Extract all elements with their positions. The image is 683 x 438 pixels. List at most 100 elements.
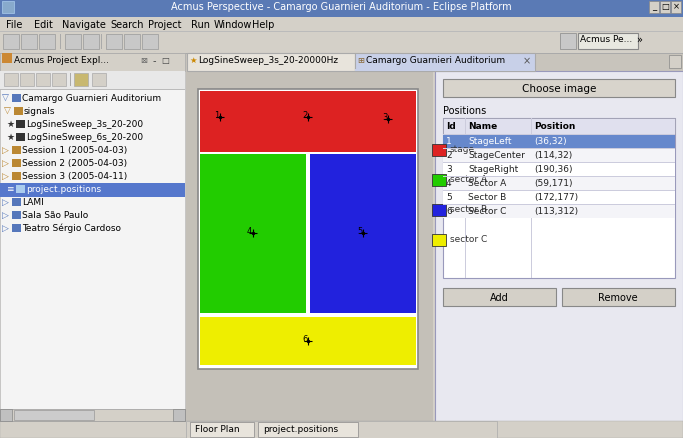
Bar	[578, 34, 638, 50]
Bar	[2, 2, 14, 14]
Bar	[0, 0, 683, 1]
Bar	[52, 74, 66, 87]
Bar	[443, 80, 675, 98]
Text: stage: stage	[450, 145, 475, 154]
Text: File: File	[6, 20, 23, 30]
Bar	[443, 177, 675, 191]
Bar	[0, 32, 683, 54]
Bar	[649, 2, 659, 14]
Bar	[16, 121, 25, 129]
Text: Session 2 (2005-04-03): Session 2 (2005-04-03)	[22, 159, 127, 168]
Bar	[355, 70, 535, 72]
Text: (172,177): (172,177)	[534, 193, 578, 201]
Bar	[198, 90, 418, 369]
Text: ≡: ≡	[6, 184, 14, 194]
Text: _: _	[652, 2, 656, 11]
Text: sector A: sector A	[450, 175, 487, 184]
Bar	[531, 119, 532, 279]
Text: »: »	[636, 35, 642, 45]
Text: project.positions: project.positions	[26, 184, 101, 194]
Text: 6: 6	[302, 334, 307, 343]
Text: LogSineSweep_6s_20-200: LogSineSweep_6s_20-200	[26, 133, 143, 141]
Text: Sector A: Sector A	[468, 179, 506, 187]
Text: (59,171): (59,171)	[534, 179, 572, 187]
Bar	[200, 155, 306, 313]
Bar	[310, 155, 416, 313]
Text: Project: Project	[148, 20, 182, 30]
Text: ▷: ▷	[2, 172, 9, 180]
Text: -: -	[153, 56, 156, 66]
Bar	[443, 191, 675, 205]
Bar	[186, 421, 497, 438]
Bar	[12, 198, 21, 207]
Bar	[12, 212, 21, 219]
Text: Sector C: Sector C	[468, 207, 506, 215]
Bar	[443, 135, 675, 148]
Bar	[142, 35, 158, 50]
Bar	[443, 205, 675, 219]
Text: ▷: ▷	[2, 211, 9, 219]
Text: 4: 4	[446, 179, 451, 187]
Bar	[432, 205, 446, 216]
Bar	[16, 186, 25, 194]
Text: 1: 1	[214, 111, 219, 120]
Text: 2: 2	[302, 111, 307, 120]
Bar	[432, 175, 446, 187]
Text: Id: Id	[446, 122, 456, 131]
Text: StageCenter: StageCenter	[468, 151, 525, 159]
Bar	[2, 54, 12, 64]
Text: Session 1 (2005-04-03): Session 1 (2005-04-03)	[22, 146, 127, 155]
Text: StageLeft: StageLeft	[468, 137, 512, 146]
Bar	[16, 134, 25, 141]
Bar	[0, 54, 185, 72]
Text: Acmus Pe...: Acmus Pe...	[580, 35, 632, 44]
Bar	[124, 35, 140, 50]
Bar	[12, 147, 21, 155]
Text: Run: Run	[191, 20, 210, 30]
Text: ×: ×	[523, 56, 531, 66]
Bar	[0, 18, 683, 32]
Bar	[12, 159, 21, 168]
Text: StageRight: StageRight	[468, 165, 518, 173]
Text: Name: Name	[468, 122, 497, 131]
Bar	[14, 410, 94, 420]
Text: Sector B: Sector B	[468, 193, 506, 201]
Bar	[36, 74, 50, 87]
Text: Camargo Guarnieri Auditorium: Camargo Guarnieri Auditorium	[366, 56, 505, 65]
Bar	[65, 35, 81, 50]
Bar	[435, 72, 683, 438]
Text: (114,32): (114,32)	[534, 151, 572, 159]
Bar	[101, 35, 102, 50]
Bar	[4, 74, 18, 87]
Bar	[0, 409, 12, 421]
Text: Navigate: Navigate	[62, 20, 106, 30]
Text: Window: Window	[214, 20, 253, 30]
Bar	[443, 148, 675, 162]
Text: ⊠: ⊠	[140, 56, 147, 65]
Text: Search: Search	[110, 20, 143, 30]
Bar	[200, 317, 416, 365]
Bar	[0, 409, 185, 421]
Text: Teatro Sérgio Cardoso: Teatro Sérgio Cardoso	[22, 223, 121, 233]
Bar	[74, 74, 88, 87]
Bar	[92, 74, 106, 87]
Text: ▷: ▷	[2, 223, 9, 233]
Bar	[12, 173, 21, 180]
Bar	[173, 409, 185, 421]
Bar	[0, 54, 683, 72]
Text: ★: ★	[6, 133, 14, 141]
Bar	[3, 35, 19, 50]
Bar	[200, 92, 416, 153]
Bar	[0, 54, 683, 55]
Text: ×: ×	[673, 2, 680, 11]
Text: Camargo Guarnieri Auditorium: Camargo Guarnieri Auditorium	[22, 94, 161, 103]
Text: ▽: ▽	[4, 107, 11, 116]
Text: sector B: sector B	[450, 205, 487, 213]
Text: Edit: Edit	[34, 20, 53, 30]
Text: Position: Position	[534, 122, 575, 131]
Bar	[106, 35, 122, 50]
Text: LogSineSweep_3s_20-20000Hz: LogSineSweep_3s_20-20000Hz	[198, 56, 338, 65]
Text: (113,312): (113,312)	[534, 207, 578, 215]
Text: 2: 2	[446, 151, 451, 159]
Text: ⊞: ⊞	[357, 56, 364, 65]
